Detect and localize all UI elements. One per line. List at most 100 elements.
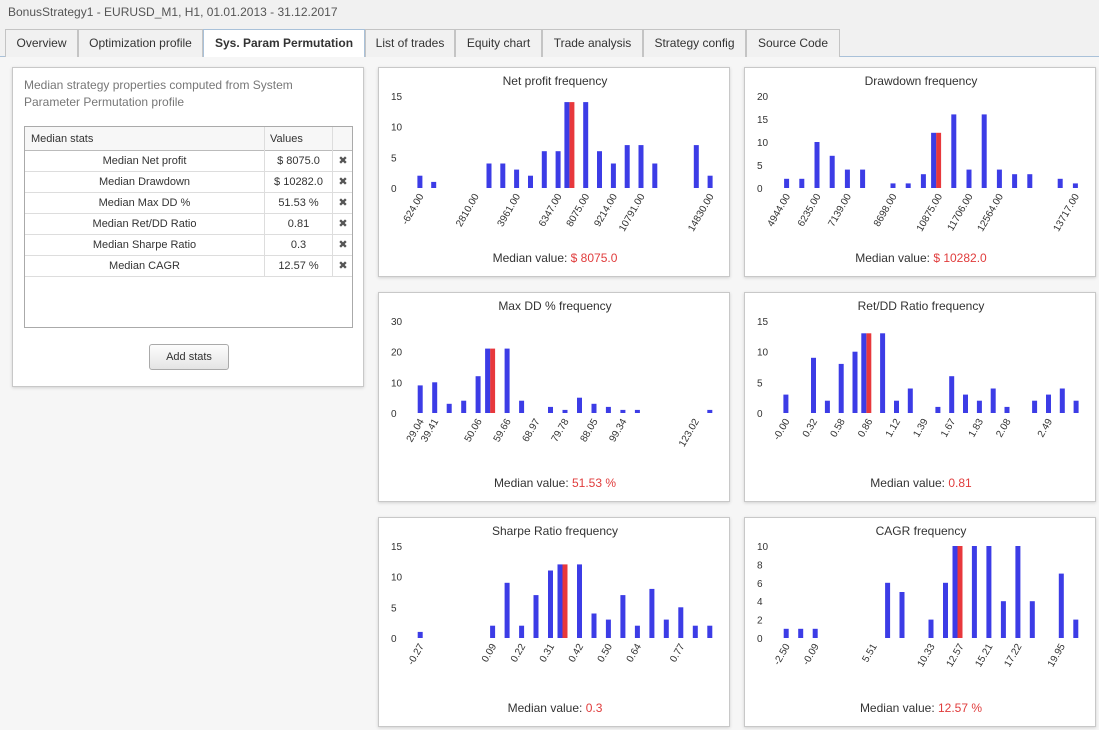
histogram-bar <box>1072 183 1078 188</box>
histogram-bar <box>860 169 866 188</box>
tab-list-of-trades[interactable]: List of trades <box>365 29 455 57</box>
histogram-bar <box>1073 400 1079 413</box>
chart-ret-dd: 0 5 10 15 -0.00 0.32 0.58 0.86 1.12 1.39 1.67 1.83 2… <box>757 317 1079 442</box>
histogram-bar <box>562 409 568 413</box>
median-caption: Median value: <box>492 251 568 265</box>
y-tick-label: 20 <box>391 348 403 359</box>
chart-sharpe: 0 5 10 15 -0.27 0.09 0.22 0.31 0.42 0.50 0.64 0.77 <box>391 542 713 667</box>
y-tick-label: 5 <box>757 161 763 172</box>
histogram-bar <box>990 388 996 413</box>
histogram-bar <box>814 142 820 188</box>
median-value-label: Median value: 51.53 % <box>379 476 731 490</box>
chart-cagr: 0 2 4 6 8 10 -2.50 -0.09 5.51 10.33 12.57 15.21 17.2… <box>757 542 1079 669</box>
histogram-bar <box>951 114 957 188</box>
table-row[interactable]: Median CAGR 12.57 % ✖ <box>25 256 352 277</box>
tab-bar: Overview Optimization profile Sys. Param… <box>0 28 1099 58</box>
histogram-bar <box>824 400 830 413</box>
x-tick-label: 7139.00 <box>826 192 854 229</box>
x-tick-label: -624.00 <box>400 192 427 227</box>
histogram-bar <box>1029 601 1035 638</box>
close-icon[interactable]: ✖ <box>332 193 353 214</box>
y-tick-label: 15 <box>757 115 769 126</box>
histogram-bar <box>783 628 789 638</box>
x-tick-label: 2.08 <box>994 417 1013 440</box>
x-tick-label: 2.49 <box>1036 417 1055 440</box>
y-tick-label: 20 <box>757 92 769 103</box>
histogram-bar <box>486 163 492 188</box>
tab-sys-param-permutation[interactable]: Sys. Param Permutation <box>203 29 365 58</box>
x-tick-label: 8075.00 <box>565 192 593 229</box>
x-tick-label: 0.22 <box>509 642 528 665</box>
histogram-bar <box>812 628 818 638</box>
tab-equity-chart[interactable]: Equity chart <box>455 29 542 57</box>
x-tick-label: 12564.00 <box>976 192 1007 234</box>
x-tick-label: 0.32 <box>801 417 820 440</box>
close-icon[interactable]: ✖ <box>332 172 353 193</box>
x-tick-label: 0.42 <box>567 642 586 665</box>
header-median-stats[interactable]: Median stats <box>31 133 94 145</box>
chart-net-profit: 0 5 10 15 -624.00 2810.00 3961.00 6347.00 8075.0… <box>391 92 717 234</box>
histogram-bar <box>500 163 506 188</box>
median-value-label: Median value: 0.3 <box>379 701 731 715</box>
histogram-bar <box>784 178 790 188</box>
histogram-bar <box>555 151 561 188</box>
add-stats-button[interactable]: Add stats <box>149 344 229 370</box>
histogram-bar <box>514 169 520 188</box>
median-caption: Median value: <box>859 701 935 715</box>
histogram-bar <box>638 145 644 188</box>
histogram-bar <box>557 564 563 638</box>
median-value: 0.3 <box>585 701 603 715</box>
histogram-bar <box>541 151 547 188</box>
histogram-bar <box>829 155 835 188</box>
y-tick-label: 0 <box>391 634 397 645</box>
histogram-bar <box>1058 573 1064 638</box>
histogram-bar <box>707 409 713 413</box>
close-icon[interactable]: ✖ <box>332 214 353 235</box>
histogram-bar <box>624 145 630 188</box>
histogram-bar <box>943 582 948 638</box>
x-tick-label: 123.02 <box>677 417 702 449</box>
median-bar <box>562 564 568 638</box>
chart-panel-ret-dd: Ret/DD Ratio frequency 0 5 10 15 -0.00 0.32 0.… <box>744 292 1096 502</box>
close-icon[interactable]: ✖ <box>332 235 353 256</box>
histogram-bar <box>996 169 1002 188</box>
histogram-bar <box>577 397 582 413</box>
histogram-bar <box>528 175 533 188</box>
x-tick-label: 11706.00 <box>946 192 976 233</box>
close-icon[interactable]: ✖ <box>332 151 353 172</box>
histogram-bar <box>548 406 553 413</box>
stat-value: 51.53 % <box>264 193 332 214</box>
stat-value: 0.3 <box>264 235 332 256</box>
header-values[interactable]: Values <box>264 127 332 151</box>
tab-optimization-profile[interactable]: Optimization profile <box>78 29 203 57</box>
median-caption: Median value: <box>855 251 930 265</box>
y-tick-label: 6 <box>757 579 763 590</box>
table-row[interactable]: Median Sharpe Ratio 0.3 ✖ <box>25 235 352 256</box>
close-icon[interactable]: ✖ <box>332 256 353 277</box>
table-row[interactable]: Median Ret/DD Ratio 0.81 ✖ <box>25 214 352 235</box>
x-tick-label: 0.86 <box>856 417 875 440</box>
histogram-bar <box>799 178 805 188</box>
histogram-bar <box>485 348 491 413</box>
histogram-bar <box>890 183 896 188</box>
y-tick-label: 10 <box>757 542 769 553</box>
tab-trade-analysis[interactable]: Trade analysis <box>542 29 643 57</box>
table-row[interactable]: Median Drawdown $ 10282.0 ✖ <box>25 172 352 193</box>
tab-source-code[interactable]: Source Code <box>746 29 840 57</box>
histogram-bar <box>811 357 816 413</box>
median-value-label: Median value: $ 8075.0 <box>379 251 731 265</box>
histogram-bar <box>1032 400 1038 413</box>
table-row[interactable]: Median Net profit $ 8075.0 ✖ <box>25 151 352 172</box>
table-row[interactable]: Median Max DD % 51.53 % ✖ <box>25 193 352 214</box>
chart-panel-cagr: CAGR frequency 0 2 4 6 8 10 -2.50 -0.09 5.51 10.3… <box>744 517 1096 727</box>
tab-strategy-config[interactable]: Strategy config <box>643 29 746 57</box>
x-tick-label: 1.83 <box>967 417 986 440</box>
y-tick-label: 8 <box>757 560 763 571</box>
histogram-bar <box>976 400 982 413</box>
histogram-bar <box>931 132 937 188</box>
x-tick-label: 8698.00 <box>872 192 900 229</box>
tab-overview[interactable]: Overview <box>5 29 78 57</box>
panel-description: Median strategy properties computed from… <box>24 78 293 109</box>
histogram-bar <box>949 376 955 413</box>
y-tick-label: 10 <box>391 378 403 389</box>
